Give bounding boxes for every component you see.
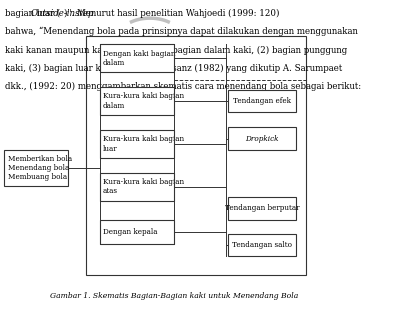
FancyBboxPatch shape <box>228 234 296 256</box>
Text: Dengan kaki bagian
dalam: Dengan kaki bagian dalam <box>103 49 176 67</box>
FancyBboxPatch shape <box>4 150 68 187</box>
Text: bagian luar (: bagian luar ( <box>5 9 60 18</box>
FancyBboxPatch shape <box>228 90 296 113</box>
Text: Dropkick: Dropkick <box>245 135 279 143</box>
Text: dkk., (1992: 20) menggambarkan skematis cara menendang bola sebagai berikut:: dkk., (1992: 20) menggambarkan skematis … <box>5 82 361 92</box>
FancyBboxPatch shape <box>100 44 174 72</box>
FancyBboxPatch shape <box>100 220 174 244</box>
Text: kaki, (3) bagian luar kaki". Menurut Bisanz (1982) yang dikutip A. Sarumpaet: kaki, (3) bagian luar kaki". Menurut Bis… <box>5 64 342 73</box>
Text: bahwa, “Menendang bola pada prinsipnya dapat dilakukan dengan menggunakan: bahwa, “Menendang bola pada prinsipnya d… <box>5 27 358 36</box>
FancyBboxPatch shape <box>100 173 174 201</box>
FancyBboxPatch shape <box>86 36 306 275</box>
Text: Tendangan berputar: Tendangan berputar <box>225 204 299 212</box>
Text: Tendangan salto: Tendangan salto <box>232 241 292 249</box>
Text: Outside-instep: Outside-instep <box>30 9 94 18</box>
Text: )". Menurut hasil penelitian Wahjoedi (1999: 120): )". Menurut hasil penelitian Wahjoedi (1… <box>64 9 280 18</box>
FancyBboxPatch shape <box>100 130 174 158</box>
FancyBboxPatch shape <box>100 87 174 115</box>
Text: kaki kanan maupun kaki kiri, pada (1) bagian dalam kaki, (2) bagian punggung: kaki kanan maupun kaki kiri, pada (1) ba… <box>5 46 347 55</box>
FancyBboxPatch shape <box>228 127 296 150</box>
FancyBboxPatch shape <box>228 197 296 220</box>
Text: Dengan kepala: Dengan kepala <box>103 228 158 236</box>
Text: Tendangan efek: Tendangan efek <box>233 97 291 105</box>
Text: Memberikan bola
Menendang bola
Membuang bola: Memberikan bola Menendang bola Membuang … <box>8 155 72 182</box>
Text: Kura-kura kaki bagian
atas: Kura-kura kaki bagian atas <box>103 178 184 196</box>
Text: Gambar 1. Skematis Bagian-Bagian kaki untuk Menendang Bola: Gambar 1. Skematis Bagian-Bagian kaki un… <box>50 292 298 300</box>
Text: Kura-kura kaki bagian
luar: Kura-kura kaki bagian luar <box>103 135 184 152</box>
Text: Kura-kura kaki bagian
dalam: Kura-kura kaki bagian dalam <box>103 93 184 110</box>
